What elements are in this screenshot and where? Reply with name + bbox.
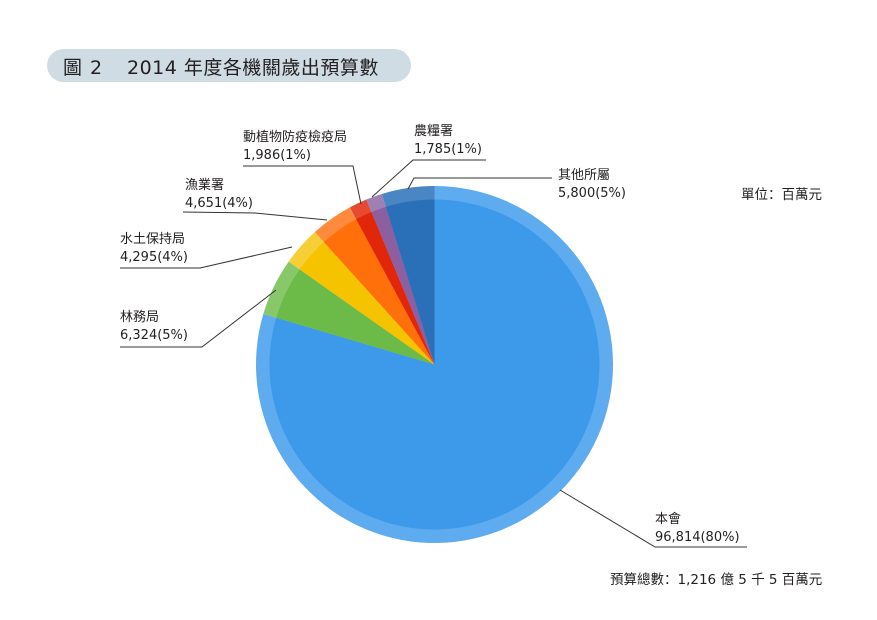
leader-lines: [120, 159, 747, 548]
slice-label-fisheries: 漁業署 4,651(4%): [185, 177, 253, 213]
slice-name: 其他所屬: [558, 168, 611, 183]
slice-name: 水土保持局: [120, 232, 186, 247]
leader-line-agrifood: [371, 159, 486, 198]
pie-slice: [356, 211, 435, 365]
leader-line-soil: [120, 246, 293, 269]
slice-label-benhui: 本會 96,814(80%): [655, 511, 740, 547]
pie-slice: [269, 199, 600, 530]
figure-title-banner: 圖 2 2014 年度各機關歲出預算數: [47, 49, 411, 82]
slice-value: 4,651(4%): [185, 196, 253, 211]
slice-value: 5,800(5%): [558, 186, 626, 201]
pie-slice: [276, 269, 435, 365]
leader-line-forestry: [120, 289, 277, 348]
pie-slice: [323, 219, 435, 365]
slice-value: 4,295(4%): [120, 250, 188, 265]
pie-slice: [371, 206, 435, 365]
slice-value: 1,785(1%): [414, 142, 482, 157]
slice-label-others: 其他所屬 5,800(5%): [558, 167, 626, 203]
slice-name: 漁業署: [185, 178, 225, 193]
budget-total: 預算總數：1,216 億 5 千 5 百萬元: [610, 572, 823, 588]
slice-name: 動植物防疫檢疫局: [243, 130, 348, 145]
slice-name: 林務局: [120, 310, 160, 325]
pie-slice: [385, 199, 435, 365]
slice-value: 96,814(80%): [655, 530, 740, 545]
pie-slice: [299, 242, 435, 365]
leader-line-fisheries: [182, 211, 328, 221]
slice-label-forestry: 林務局 6,324(5%): [120, 309, 188, 345]
chart-title: 2014 年度各機關歲出預算數: [127, 57, 379, 79]
slice-name: 農糧署: [414, 124, 454, 139]
slice-label-quarantine: 動植物防疫檢疫局 1,986(1%): [243, 129, 347, 165]
pie-slices: [256, 185, 614, 543]
unit-label: 單位：百萬元: [741, 187, 822, 203]
leader-line-quarantine: [243, 165, 362, 205]
leader-line-others: [407, 177, 552, 190]
slice-value: 6,324(5%): [120, 328, 188, 343]
slice-value: 1,986(1%): [243, 148, 311, 163]
figure-number: 圖 2: [63, 57, 104, 79]
leader-line-benhui: [559, 489, 747, 548]
slice-label-soil: 水土保持局 4,295(4%): [120, 231, 188, 267]
slice-label-agrifood: 農糧署 1,785(1%): [414, 123, 482, 159]
slice-name: 本會: [655, 512, 682, 527]
